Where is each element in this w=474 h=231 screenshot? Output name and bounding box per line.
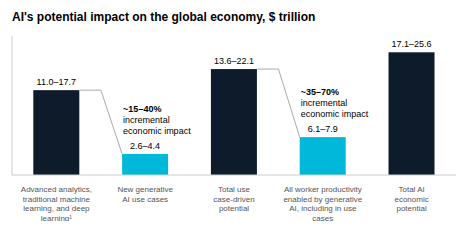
- svg-text:11.0–17.7: 11.0–17.7: [37, 77, 76, 87]
- svg-text:2.6–4.4: 2.6–4.4: [130, 141, 160, 151]
- svg-text:~15–40%incrementaleconomic imp: ~15–40%incrementaleconomic impact: [123, 104, 191, 136]
- svg-text:6.1–7.9: 6.1–7.9: [308, 124, 338, 134]
- svg-text:All worker productivityenabled: All worker productivityenabled by genera…: [283, 185, 362, 221]
- svg-text:17.1–25.6: 17.1–25.6: [391, 39, 431, 49]
- svg-text:~35–70%incrementaleconomic imp: ~35–70%incrementaleconomic impact: [301, 87, 369, 119]
- svg-text:13.6–22.1: 13.6–22.1: [214, 56, 254, 66]
- svg-text:Total usecase-drivenpotential: Total usecase-drivenpotential: [213, 185, 254, 213]
- svg-text:New generativeAI use cases: New generativeAI use cases: [117, 185, 173, 204]
- html-text:AI's potential impact on the g: AI's potential impact on the global econ…: [12, 10, 316, 24]
- svg-text:Advanced analytics,traditional: Advanced analytics,traditional machinele…: [21, 185, 92, 221]
- svg-text:Total AIeconomicpotential: Total AIeconomicpotential: [394, 185, 428, 213]
